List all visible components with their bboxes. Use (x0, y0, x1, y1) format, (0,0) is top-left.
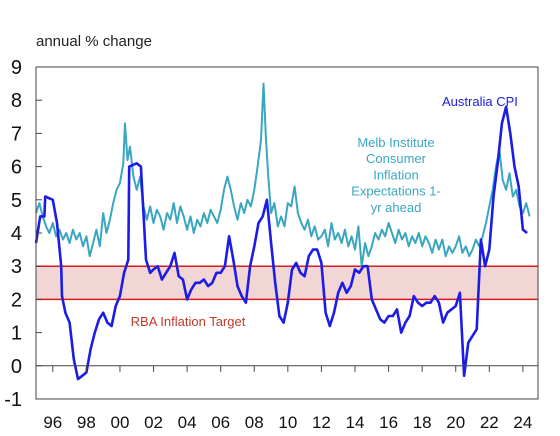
y-tick-label: 2 (11, 289, 22, 311)
x-tick-label: 08 (245, 413, 264, 432)
y-tick-label: 6 (11, 157, 22, 179)
x-tick-label: 10 (278, 413, 297, 432)
target-band-layer (36, 265, 538, 301)
y-axis-unit-label: annual % change (36, 33, 152, 50)
y-tick-label: 0 (11, 356, 22, 378)
x-tick-label: 20 (446, 413, 465, 432)
expectations-series-label: yr ahead (371, 200, 422, 215)
cpi-series-label: Australia CPI (442, 94, 518, 109)
y-tick-label: 1 (11, 323, 22, 345)
y-tick-label: 8 (11, 90, 22, 112)
x-tick-label: 96 (43, 413, 62, 432)
x-tick-label: 14 (346, 413, 365, 432)
cpi-series-line (34, 105, 528, 381)
y-tick-label: -1 (4, 389, 22, 411)
x-tick-label: 04 (178, 413, 197, 432)
target-band-label: RBA Inflation Target (131, 314, 246, 329)
x-tick-label: 02 (144, 413, 163, 432)
x-tick-label: 06 (211, 413, 230, 432)
x-tick-label: 98 (77, 413, 96, 432)
annotation-layer: Australia CPI Melb InstituteConsumerInfla… (131, 94, 518, 329)
expectations-series-label: Expectations 1- (351, 184, 441, 199)
x-tick-label: 24 (513, 413, 532, 432)
x-tick-label: 18 (413, 413, 432, 432)
y-tick-label: 4 (11, 223, 22, 245)
expectations-series-label: Inflation (373, 167, 419, 182)
x-tick-label: 12 (312, 413, 331, 432)
x-tick-label: 22 (480, 413, 499, 432)
y-tick-label: 7 (11, 123, 22, 145)
series-layer (34, 82, 531, 381)
target-band (36, 266, 538, 300)
expectations-series-label: Consumer (366, 151, 427, 166)
x-tick-label: 16 (379, 413, 398, 432)
y-tick-label: 5 (11, 190, 22, 212)
x-tick-label: 00 (110, 413, 129, 432)
y-tick-label: 3 (11, 256, 22, 278)
expectations-series-label: Melb Institute (357, 135, 434, 150)
y-tick-label: 9 (11, 57, 22, 79)
expectations-series-line (35, 82, 531, 268)
